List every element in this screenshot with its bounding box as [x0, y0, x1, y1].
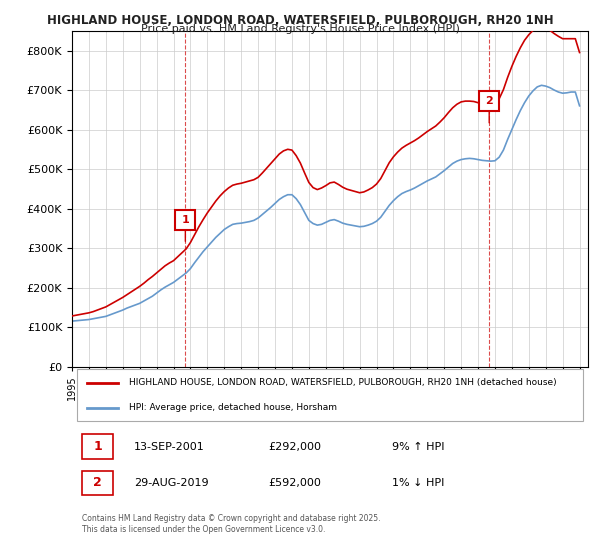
- Text: 29-AUG-2019: 29-AUG-2019: [134, 478, 209, 488]
- Text: 9% ↑ HPI: 9% ↑ HPI: [392, 441, 445, 451]
- Text: £292,000: £292,000: [268, 441, 321, 451]
- Text: HIGHLAND HOUSE, LONDON ROAD, WATERSFIELD, PULBOROUGH, RH20 1NH (detached house): HIGHLAND HOUSE, LONDON ROAD, WATERSFIELD…: [129, 378, 556, 387]
- Text: 2: 2: [485, 96, 493, 106]
- Text: HPI: Average price, detached house, Horsham: HPI: Average price, detached house, Hors…: [129, 404, 337, 413]
- Text: Price paid vs. HM Land Registry's House Price Index (HPI): Price paid vs. HM Land Registry's House …: [140, 24, 460, 34]
- Text: 2: 2: [94, 477, 102, 489]
- Text: £592,000: £592,000: [268, 478, 321, 488]
- Text: Contains HM Land Registry data © Crown copyright and database right 2025.
This d: Contains HM Land Registry data © Crown c…: [82, 514, 381, 534]
- FancyBboxPatch shape: [82, 435, 113, 459]
- Text: HIGHLAND HOUSE, LONDON ROAD, WATERSFIELD, PULBOROUGH, RH20 1NH: HIGHLAND HOUSE, LONDON ROAD, WATERSFIELD…: [47, 14, 553, 27]
- Text: 1: 1: [181, 214, 189, 225]
- Text: 1% ↓ HPI: 1% ↓ HPI: [392, 478, 444, 488]
- Text: 13-SEP-2001: 13-SEP-2001: [134, 441, 205, 451]
- FancyBboxPatch shape: [82, 471, 113, 495]
- FancyBboxPatch shape: [77, 370, 583, 421]
- Text: 1: 1: [94, 440, 102, 453]
